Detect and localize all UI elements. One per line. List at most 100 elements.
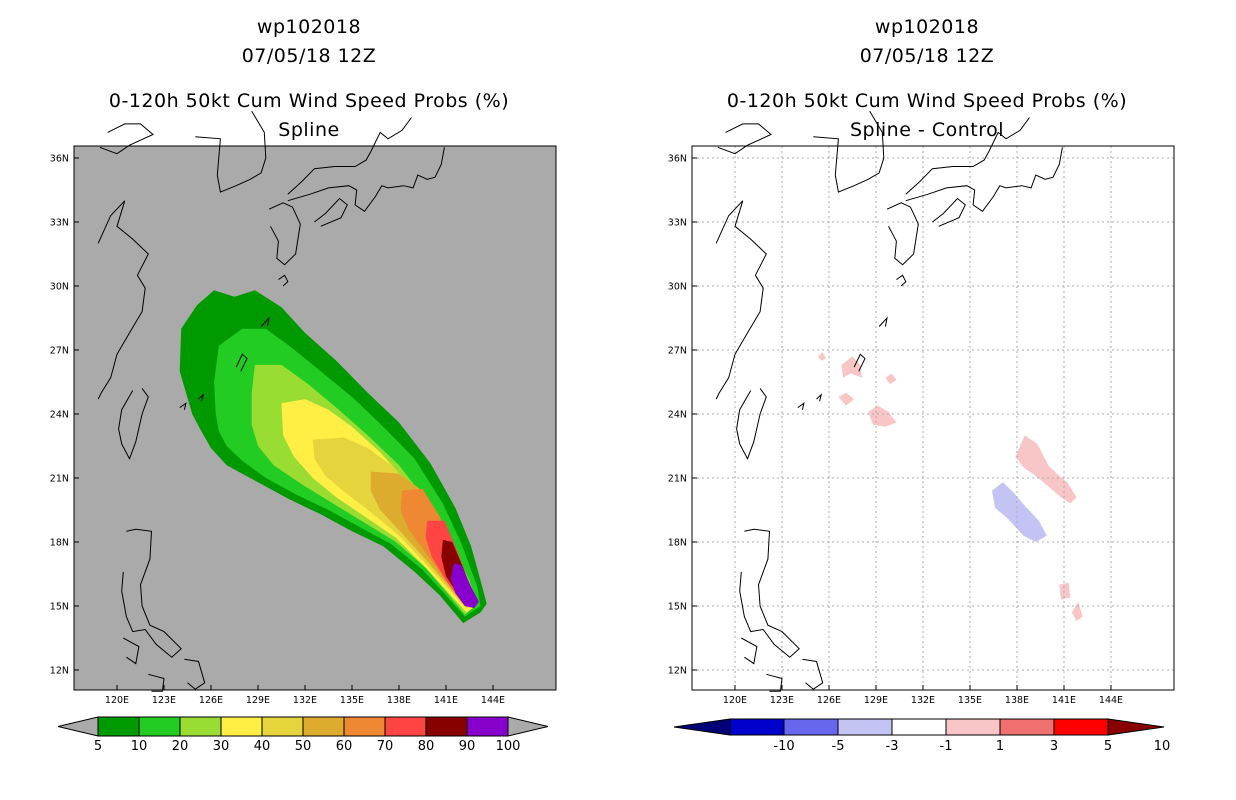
colorbar-label: 80 — [418, 739, 435, 754]
x-tick-label: 126E — [817, 695, 841, 706]
colorbar-swatch — [343, 716, 386, 737]
panel-spline: wp102018 07/05/18 12Z 0-120h 50kt Cum Wi… — [50, 16, 557, 754]
date-title: 07/05/18 12Z — [241, 45, 377, 67]
coastline-miyako — [816, 393, 823, 402]
x-tick-label: 123E — [770, 695, 794, 706]
coastline-miyako — [198, 393, 205, 402]
coastline-china-coast — [97, 200, 149, 400]
colorbar-swatch — [261, 716, 304, 737]
grid — [692, 146, 1174, 690]
colorbar-label: 5 — [1104, 739, 1112, 754]
y-tick-label: 18N — [668, 538, 687, 549]
y-tick-label: 15N — [668, 602, 687, 613]
colorbar-label: 10 — [1154, 739, 1171, 754]
contour-band-60 — [400, 488, 475, 604]
contour-band-30 — [281, 399, 476, 613]
coastline-mindoro — [741, 637, 758, 665]
coastline-ryukyu-1 — [853, 353, 866, 372]
colorbar-label: 20 — [172, 739, 189, 754]
coastline-panay — [148, 673, 165, 692]
difference-region — [868, 405, 897, 427]
x-tick-label: 123E — [152, 695, 176, 706]
contour-band-80 — [441, 539, 473, 600]
colorbar-label: 70 — [377, 739, 394, 754]
colorbar-swatch — [783, 718, 839, 736]
coastline-taiwan — [118, 388, 149, 461]
difference-region — [885, 373, 897, 385]
x-tick-label: 138E — [1005, 695, 1029, 706]
coastline-mindoro — [123, 637, 140, 665]
difference-region — [1071, 601, 1083, 621]
storm-id-title: wp102018 — [256, 16, 362, 38]
plot-border — [73, 145, 557, 691]
y-tick-label: 27N — [50, 346, 69, 357]
plot-border — [691, 145, 1175, 691]
subtitle: Spline - Control — [849, 119, 1005, 141]
y-tick-label: 27N — [668, 346, 687, 357]
contour-band-20 — [251, 364, 478, 615]
difference-region — [841, 356, 862, 378]
coastline-shikoku — [314, 197, 348, 227]
coastline-luzon — [739, 528, 800, 658]
x-tick-label: 144E — [1099, 695, 1123, 706]
colorbar-label: 90 — [459, 739, 476, 754]
contour-band-50 — [370, 471, 475, 606]
colorbar-label: -3 — [886, 739, 899, 754]
date-title: 07/05/18 12Z — [859, 45, 995, 67]
coastlines — [715, 110, 1063, 692]
x-tick-label: 144E — [481, 695, 505, 706]
coastline-kyushu — [886, 202, 919, 266]
colorbar-swatch — [97, 716, 140, 737]
colorbar-swatch — [138, 716, 181, 737]
difference-region — [1059, 582, 1071, 600]
colorbar-label: 10 — [131, 739, 148, 754]
probability-contours — [179, 290, 487, 624]
colorbar-swatch — [999, 718, 1055, 736]
x-tick-label: 120E — [723, 695, 747, 706]
x-tick-label: 132E — [911, 695, 935, 706]
product-title: 0-120h 50kt Cum Wind Speed Probs (%) — [108, 90, 510, 112]
difference-region — [991, 482, 1047, 542]
plot-background — [692, 146, 1174, 690]
colorbar-label: 60 — [336, 739, 353, 754]
plot-background — [74, 146, 556, 690]
y-tick-label: 33N — [50, 218, 69, 229]
coastline-ryukyu-2 — [260, 316, 270, 327]
colorbar-label: 1 — [996, 739, 1004, 754]
colorbar-low-arrow — [57, 716, 99, 737]
coastline-kyushu — [268, 202, 301, 266]
difference-regions — [818, 352, 1083, 621]
y-tick-label: 12N — [668, 666, 687, 677]
coastline-ryukyu-3 — [278, 274, 289, 287]
colorbar-label: 40 — [254, 739, 271, 754]
colorbar-label: 3 — [1050, 739, 1058, 754]
colorbar-swatch — [425, 716, 468, 737]
x-tick-label: 135E — [340, 695, 364, 706]
colorbar-swatch — [384, 716, 427, 737]
y-tick-label: 33N — [668, 218, 687, 229]
contour-band-40 — [312, 437, 475, 609]
storm-id-title: wp102018 — [874, 16, 980, 38]
y-tick-label: 15N — [50, 602, 69, 613]
y-tick-label: 24N — [668, 410, 687, 421]
colorbar-swatch — [302, 716, 345, 737]
y-tick-label: 36N — [50, 154, 69, 165]
x-tick-label: 129E — [864, 695, 888, 706]
coastline-shikoku — [932, 197, 966, 227]
contour-band-5 — [179, 290, 487, 624]
colorbar-swatch — [179, 716, 222, 737]
colorbar-label: -5 — [832, 739, 845, 754]
colorbar-swatch — [220, 716, 263, 737]
y-tick-label: 12N — [50, 666, 69, 677]
colorbar-swatch — [729, 718, 785, 736]
y-tick-label: 36N — [668, 154, 687, 165]
contour-band-10 — [214, 328, 481, 617]
coastline-luzon — [121, 528, 182, 658]
colorbar-low-arrow — [673, 718, 731, 736]
contour-band-90 — [450, 563, 479, 609]
x-tick-label: 126E — [199, 695, 223, 706]
subtitle: Spline — [278, 119, 340, 141]
x-tick-label: 132E — [293, 695, 317, 706]
colorbar-swatch — [837, 718, 893, 736]
y-tick-label: 21N — [668, 474, 687, 485]
